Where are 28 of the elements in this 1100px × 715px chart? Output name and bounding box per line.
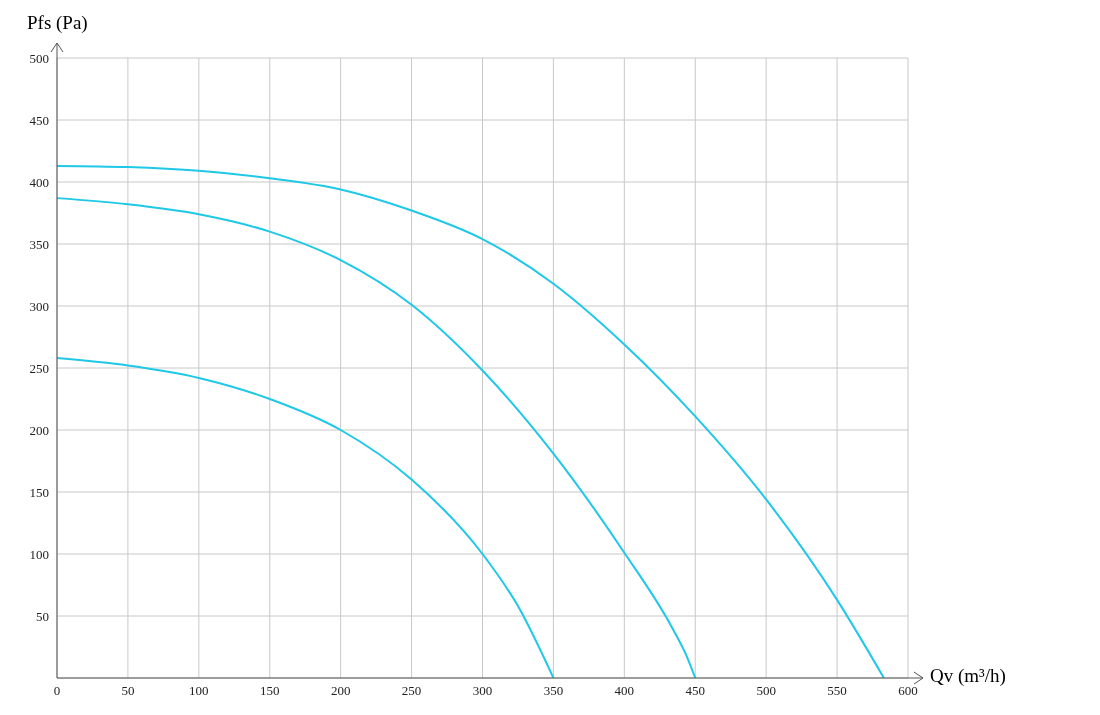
y-tick-label: 400 [29, 174, 49, 190]
x-tick-label: 250 [401, 683, 422, 699]
x-tick-label: 450 [685, 683, 705, 699]
x-tick-label: 0 [53, 683, 61, 699]
y-tick-label: 100 [29, 546, 49, 562]
x-tick-label: 400 [614, 683, 635, 699]
line-series [57, 164, 885, 678]
y-tick-label: 300 [29, 298, 49, 314]
line-series [57, 357, 555, 678]
y-tick-label: 200 [29, 422, 49, 438]
y-tick-label: 500 [29, 50, 49, 66]
x-tick-label: 600 [898, 683, 918, 699]
line-series [57, 197, 697, 678]
y-axis-title: Pfs (Pa) [27, 12, 88, 34]
y-tick-label: 50 [36, 608, 49, 624]
y-tick-label: 250 [29, 360, 49, 376]
x-tick-label: 200 [330, 683, 351, 699]
y-tick-label: 150 [29, 484, 49, 500]
y-tick-label: 350 [29, 236, 49, 252]
x-axis-title: Qv (m³/h) [930, 665, 1006, 687]
x-tick-label: 550 [827, 683, 847, 699]
y-tick-label: 450 [29, 112, 49, 128]
x-tick-label: 500 [756, 683, 776, 699]
x-tick-label: 300 [472, 683, 493, 699]
x-tick-label: 100 [189, 683, 209, 699]
x-tick-label: 50 [121, 683, 135, 699]
x-tick-label: 350 [543, 683, 564, 699]
x-tick-label: 150 [260, 683, 280, 699]
